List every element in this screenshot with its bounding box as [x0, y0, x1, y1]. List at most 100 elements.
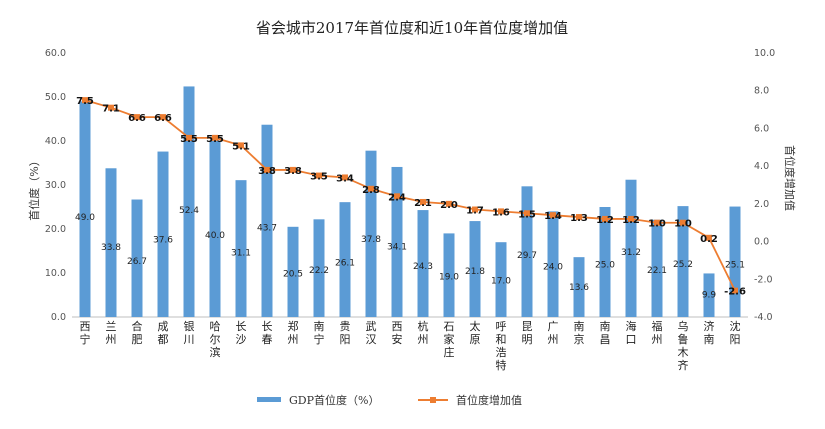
- bar: [235, 180, 247, 317]
- line-marker: [186, 134, 192, 141]
- bar: [391, 166, 403, 317]
- right-tick-label: 0.0: [754, 237, 769, 248]
- category-label: 杭州: [418, 319, 429, 346]
- line-marker: [290, 166, 296, 173]
- line-value-label: 3.8: [284, 166, 302, 177]
- bar-value-labels: 49.0 33.8 26.7 37.6 52.4 40.0 31.1 43.7 20.5 22.2…: [75, 206, 745, 300]
- category-label: 成都: [158, 320, 169, 346]
- bar-value-label: 40.0: [205, 231, 225, 241]
- line-value-label: 1.4: [544, 211, 562, 222]
- line-marker: [602, 215, 608, 222]
- bar-value-label: 34.1: [387, 242, 407, 252]
- right-tick-label: 8.0: [754, 86, 769, 97]
- line-value-label: 1.0: [674, 219, 692, 230]
- line-value-label: 1.0: [648, 219, 666, 230]
- line-marker: [498, 208, 504, 215]
- bar: [417, 210, 429, 317]
- line-value-label: 7.1: [102, 104, 120, 115]
- category-label: 济南: [704, 319, 715, 346]
- bar-value-label: 22.1: [647, 266, 667, 276]
- line-value-label: 6.6: [154, 113, 172, 124]
- line-marker: [576, 214, 582, 221]
- line-value-label: 2.4: [388, 192, 406, 203]
- line-value-label: 5.5: [180, 134, 198, 145]
- bar-value-label: 52.4: [179, 206, 199, 216]
- bar: [261, 124, 273, 317]
- line-marker: [472, 206, 478, 213]
- line-value-label: 2.1: [414, 198, 432, 209]
- bar-value-label: 22.2: [309, 266, 329, 276]
- category-label: 武汉: [366, 320, 377, 346]
- line-marker: [628, 215, 634, 222]
- legend-line-marker: [430, 397, 436, 403]
- category-label: 乌鲁木齐: [678, 319, 689, 372]
- bar-value-label: 13.6: [569, 283, 589, 293]
- category-label: 广州: [548, 320, 559, 346]
- line-marker: [524, 210, 530, 217]
- bar-value-label: 33.8: [101, 243, 121, 253]
- right-tick-label: 6.0: [754, 123, 769, 134]
- line-value-label: 6.6: [128, 113, 146, 124]
- bar: [469, 221, 481, 317]
- right-tick-label: -4.0: [754, 312, 773, 323]
- line-marker: [654, 219, 660, 226]
- category-label: 南昌: [600, 320, 611, 346]
- line-value-label: 1.7: [466, 206, 484, 217]
- bar-value-label: 26.7: [127, 257, 147, 267]
- category-label: 海口: [626, 319, 637, 346]
- line-value-label: 3.4: [336, 173, 354, 184]
- line-marker: [680, 219, 686, 226]
- line-marker: [394, 193, 400, 200]
- line-value-label: 7.5: [76, 96, 94, 107]
- legend-bar-label: GDP首位度（%）: [289, 393, 379, 407]
- legend-line-label: 首位度增加值: [456, 393, 522, 407]
- left-tick-label: 40.0: [45, 136, 66, 147]
- bar-value-label: 43.7: [257, 223, 277, 233]
- bar: [79, 101, 91, 318]
- category-label: 哈尔滨: [210, 320, 221, 359]
- right-axis-ticks: -4.0 -2.0 0.0 2.0 4.0 6.0 8.0 10.0: [754, 48, 775, 323]
- bar-value-label: 31.2: [621, 248, 641, 258]
- bar: [443, 233, 455, 317]
- category-label: 太原: [470, 320, 481, 346]
- line-value-label: 1.2: [622, 215, 640, 226]
- category-label: 西宁: [80, 320, 91, 346]
- bar: [625, 179, 637, 317]
- bar-value-label: 9.9: [702, 290, 717, 300]
- bar-value-label: 31.1: [231, 248, 251, 258]
- right-tick-label: 10.0: [754, 48, 775, 59]
- left-tick-label: 60.0: [45, 48, 66, 59]
- line-marker: [550, 212, 556, 219]
- line-marker: [368, 185, 374, 192]
- line-marker: [706, 234, 712, 241]
- bar: [313, 219, 325, 317]
- category-label: 长沙: [236, 320, 247, 346]
- bar-value-label: 37.8: [361, 235, 381, 245]
- line-value-label: 2.0: [440, 200, 458, 211]
- category-label: 西安: [392, 320, 403, 346]
- line-value-labels: 7.5 7.1 6.6 6.6 5.5 5.5 5.1 3.8 3.8 3.5 3.4 2.8 2.4 2…: [76, 96, 746, 297]
- category-label: 呼和浩特: [496, 320, 507, 372]
- line-marker: [316, 172, 322, 179]
- line-value-label: 0.2: [700, 234, 718, 245]
- category-label: 贵阳: [340, 320, 351, 346]
- bar: [287, 226, 299, 317]
- bar-value-label: 25.1: [725, 260, 745, 270]
- bar: [521, 186, 533, 317]
- line-marker: [108, 104, 114, 111]
- line-marker: [82, 97, 88, 104]
- bar-value-label: 24.3: [413, 262, 433, 272]
- bar-value-label: 37.6: [153, 236, 173, 246]
- line-marker: [446, 200, 452, 207]
- line-series: [82, 97, 738, 294]
- bar: [547, 211, 559, 317]
- bar-value-label: 17.0: [491, 276, 511, 286]
- right-axis-title: 首位度增加值: [783, 145, 797, 211]
- left-tick-label: 30.0: [45, 180, 66, 191]
- line-value-label: 1.5: [518, 209, 536, 220]
- category-label: 合肥: [132, 319, 143, 346]
- bar: [209, 141, 221, 317]
- bar: [339, 202, 351, 317]
